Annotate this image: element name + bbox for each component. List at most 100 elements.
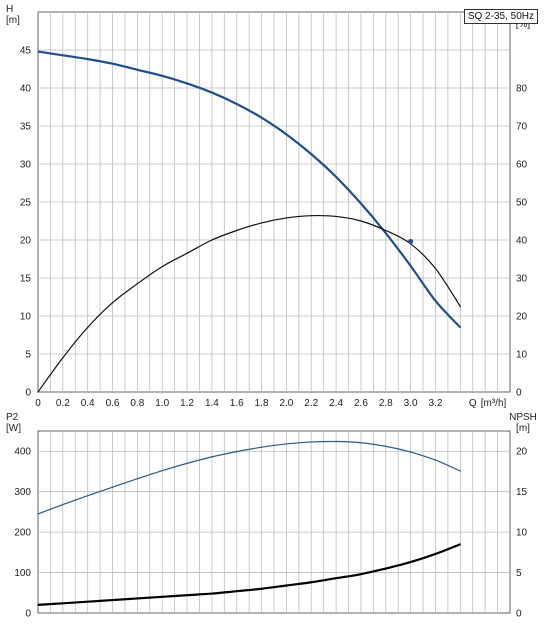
data-point-eta	[459, 305, 461, 308]
y-left-tick-label: 25	[20, 198, 32, 209]
data-point-p2	[285, 443, 288, 445]
data-point-h	[385, 232, 387, 234]
y-right-tick-label: 5	[516, 568, 522, 579]
data-point-npsh	[136, 597, 138, 600]
data-point-eta	[335, 215, 337, 218]
data-point-npsh	[260, 588, 263, 590]
x-tick-label: 3.2	[429, 398, 443, 409]
data-point-npsh	[459, 543, 461, 545]
data-point-p2	[136, 478, 138, 480]
grid-2	[38, 431, 510, 613]
data-point-h	[310, 153, 312, 155]
data-point-eta	[186, 252, 188, 254]
series-points-h	[37, 50, 461, 328]
data-point-eta	[111, 302, 114, 304]
data-point-h	[236, 103, 238, 105]
data-point-eta	[236, 229, 238, 232]
y-right-tick-label: 10	[516, 528, 528, 539]
data-point-p2	[310, 441, 312, 443]
data-point-npsh	[335, 577, 337, 579]
x-tick-label: 0.2	[56, 398, 70, 409]
y-left-tick-label: 200	[14, 528, 31, 539]
y-right-tick-label: 0	[516, 388, 522, 399]
series-points-npsh	[37, 543, 461, 606]
chart-title: SQ 2-35, 50Hz	[463, 9, 538, 24]
y-left-axis-unit: [m]	[6, 15, 20, 26]
y-left-tick-label: 30	[20, 160, 32, 171]
y-left-tick-label: 15	[20, 274, 32, 285]
data-point-npsh	[111, 599, 114, 601]
data-point-h	[335, 176, 337, 178]
data-point-p2	[434, 459, 437, 461]
x-tick-label: 2.8	[379, 398, 393, 409]
data-point-h	[360, 202, 362, 205]
data-point-h	[87, 58, 89, 60]
data-point-p2	[459, 470, 461, 472]
y-right-tick-label: 70	[516, 122, 528, 133]
y-right-axis-unit: [m]	[516, 423, 530, 434]
data-point-p2	[62, 504, 64, 506]
data-point-h	[186, 82, 188, 85]
data-point-p2	[236, 451, 238, 453]
y-left-axis-label: H	[6, 4, 13, 15]
x-tick-label: 1.4	[205, 398, 219, 409]
data-point-p2	[37, 513, 39, 515]
intersection-marker	[408, 239, 414, 245]
data-point-npsh	[310, 581, 312, 583]
y-left-tick-label: 35	[20, 122, 32, 133]
series-line-p2	[37, 440, 461, 515]
data-point-npsh	[236, 590, 238, 592]
y-left-tick-label: 100	[14, 568, 31, 579]
y-right-tick-label: 40	[516, 236, 528, 247]
x-tick-label: 2.2	[304, 398, 318, 409]
data-point-eta	[310, 215, 312, 217]
x-tick-label: 1.0	[155, 398, 169, 409]
data-point-h	[62, 54, 64, 56]
data-point-p2	[385, 445, 387, 447]
data-point-h	[285, 133, 288, 135]
x-tick-label: 0	[35, 398, 41, 409]
data-point-h	[260, 117, 263, 119]
y-left-tick-label: 400	[14, 447, 31, 458]
y-right-tick-label: 80	[516, 84, 528, 95]
y-right-axis-label: NPSH	[509, 412, 537, 423]
y-left-tick-label: 40	[20, 84, 32, 95]
data-point-h	[211, 91, 213, 94]
y-right-tick-label: 50	[516, 198, 528, 209]
data-point-npsh	[161, 596, 163, 598]
data-point-npsh	[360, 573, 362, 575]
data-point-eta	[37, 391, 39, 393]
data-point-eta	[260, 222, 263, 224]
data-point-npsh	[87, 601, 89, 603]
data-point-eta	[62, 357, 64, 359]
data-point-p2	[211, 456, 213, 458]
data-point-eta	[211, 239, 213, 241]
x-tick-label: 2.4	[329, 398, 343, 409]
data-point-p2	[335, 440, 337, 443]
data-point-h	[37, 50, 39, 53]
data-point-h	[459, 326, 461, 328]
data-point-eta	[385, 229, 387, 232]
data-point-p2	[260, 446, 263, 448]
x-tick-label: 1.8	[255, 398, 269, 409]
data-point-h	[434, 300, 437, 302]
data-point-h	[136, 69, 138, 71]
series-line-eta	[37, 214, 461, 393]
data-point-h	[111, 63, 114, 65]
data-point-eta	[161, 266, 163, 268]
data-point-npsh	[37, 604, 39, 606]
x-axis-label: Q	[469, 398, 477, 409]
data-point-p2	[111, 486, 114, 488]
y-left-tick-label: 10	[20, 312, 32, 323]
data-point-eta	[360, 220, 362, 222]
data-point-npsh	[385, 567, 387, 570]
y-left-tick-label: 0	[25, 388, 31, 399]
x-tick-label: 2.0	[279, 398, 293, 409]
data-point-eta	[285, 217, 288, 219]
x-tick-label: 0.4	[81, 398, 95, 409]
y-right-tick-label: 15	[516, 487, 528, 498]
x-tick-label: 2.6	[354, 398, 368, 409]
data-point-npsh	[62, 602, 64, 604]
data-point-h	[410, 265, 412, 267]
data-point-eta	[434, 267, 437, 270]
